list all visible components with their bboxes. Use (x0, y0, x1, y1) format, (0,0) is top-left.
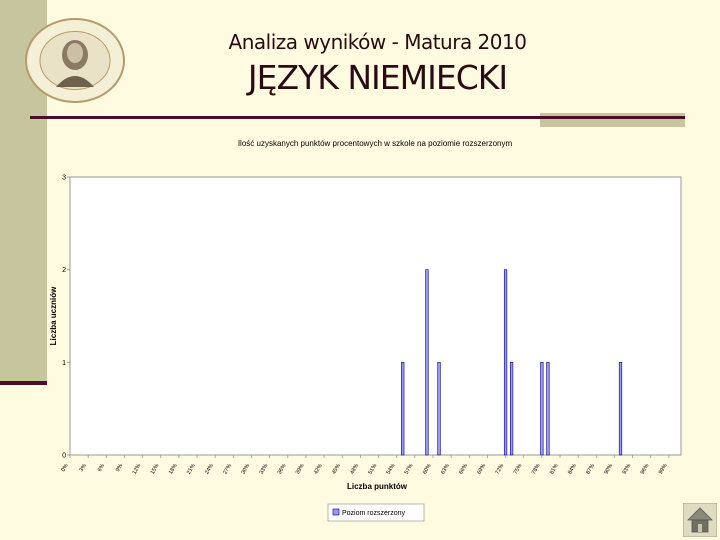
x-tick-label: 12% (132, 463, 143, 476)
x-tick-label: 84% (567, 463, 578, 476)
bar (618, 362, 623, 456)
x-tick-label: 99% (658, 463, 669, 476)
legend-label: Poziom rozszerzony (342, 510, 406, 517)
bar (425, 269, 429, 456)
bar (401, 362, 405, 456)
y-tick-label: 3 (62, 175, 66, 182)
slide-title: Analiza wyników - Matura 2010 (228, 30, 527, 54)
x-tick-label: 72% (495, 463, 506, 476)
x-tick-label: 60% (422, 463, 433, 476)
x-tick-label: 96% (640, 463, 651, 476)
x-tick-label: 15% (150, 463, 161, 476)
x-tick-label: 66% (458, 463, 469, 476)
x-tick-label: 0% (61, 463, 70, 473)
x-tick-label: 36% (277, 463, 288, 476)
x-tick-label: 90% (603, 463, 614, 476)
x-tick-label: 18% (168, 463, 179, 476)
legend: Poziom rozszerzony (327, 503, 425, 522)
legend-swatch (332, 508, 340, 516)
x-tick-label: 51% (368, 463, 379, 476)
x-tick-label: 24% (204, 463, 215, 476)
x-axis-label: Liczba punktów (347, 482, 408, 491)
x-tick-label: 27% (222, 463, 233, 476)
bar (437, 362, 441, 456)
x-tick-label: 9% (115, 463, 124, 473)
bar (503, 269, 508, 456)
x-tick-label: 69% (476, 463, 487, 476)
y-tick-label: 2 (62, 267, 66, 274)
x-tick-label: 42% (313, 463, 324, 476)
bar (546, 362, 550, 456)
bar (510, 362, 514, 456)
legend-box (327, 503, 425, 522)
x-tick-label: 33% (259, 463, 270, 476)
plot-area (69, 176, 682, 456)
slide-subject: JĘZYK NIEMIECKI (247, 58, 508, 97)
x-tick-label: 63% (440, 463, 451, 476)
header-divider (30, 116, 685, 119)
x-tick-label: 54% (386, 463, 397, 476)
x-tick-label: 75% (513, 463, 524, 476)
x-tick-label: 78% (531, 463, 542, 476)
x-tick-label: 39% (295, 463, 306, 476)
chart-title: Ilość uzyskanych punktów procentowych w … (237, 139, 513, 148)
x-tick-label: 87% (585, 463, 596, 476)
y-tick-label: 0 (62, 453, 66, 460)
x-tick-label: 81% (549, 463, 560, 476)
school-seal-icon (25, 18, 125, 103)
x-tick-label: 45% (331, 463, 342, 476)
y-axis-label: Liczba uczniów (49, 286, 58, 345)
x-tick-label: 21% (186, 463, 197, 476)
x-tick-label: 30% (241, 463, 252, 476)
y-tick-label: 1 (62, 360, 66, 367)
x-tick-label: 57% (404, 463, 415, 476)
x-tick-label: 6% (97, 463, 106, 473)
x-tick-label: 48% (349, 463, 360, 476)
x-tick-label: 3% (79, 463, 88, 473)
home-icon[interactable] (683, 503, 717, 537)
side-accent-line (0, 381, 47, 385)
bar (540, 362, 544, 456)
x-tick-label: 93% (622, 463, 633, 476)
